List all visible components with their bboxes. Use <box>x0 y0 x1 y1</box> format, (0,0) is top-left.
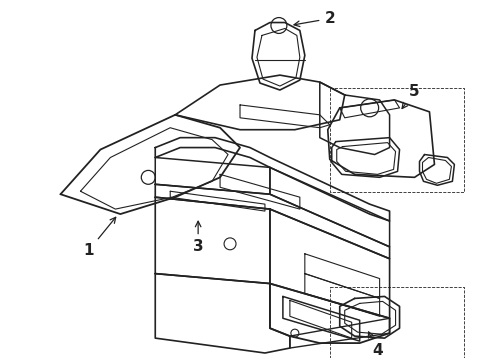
Text: 4: 4 <box>368 332 383 357</box>
Text: 1: 1 <box>83 217 116 258</box>
Text: 2: 2 <box>294 11 335 27</box>
Text: 5: 5 <box>402 85 420 108</box>
Text: 3: 3 <box>193 221 203 254</box>
